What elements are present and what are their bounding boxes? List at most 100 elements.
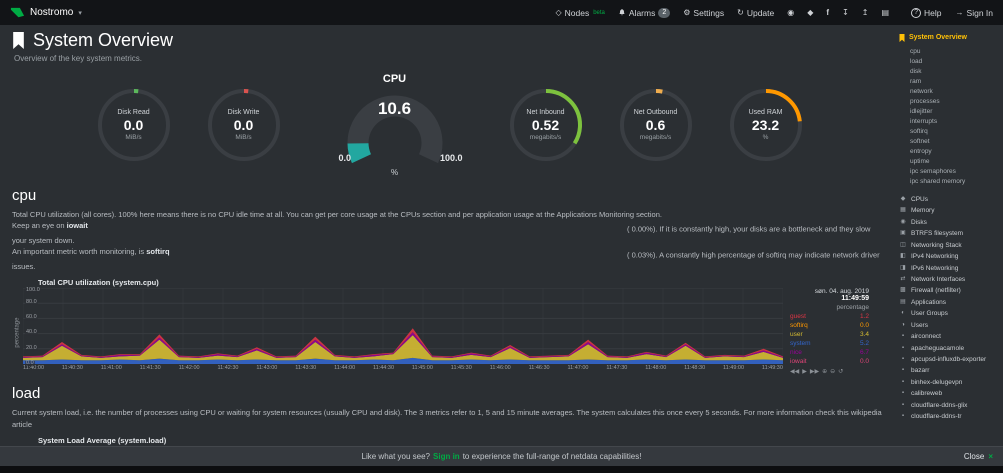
sidebar-item-apcupsd-influxdb-exporter[interactable]: ▪ apcupsd-influxdb-exporter [899,356,1001,364]
sidebar-subitem-load[interactable]: load [910,57,923,65]
gauge-cpu-min: 0.0 [338,153,352,163]
gauge-unit: MiB/s [235,134,252,141]
gauge-disk-write[interactable]: Disk Write 0.0 MiB/s [205,86,283,164]
sidebar-subitem-disk[interactable]: disk [910,67,922,75]
memory-icon: ▦ [900,207,906,214]
node-selector[interactable]: Nostromo ▾ [10,5,82,20]
x-axis-tick: 11:41:30 [139,364,161,371]
sidebar-item-network-interfaces[interactable]: ⇄ Network Interfaces [900,275,966,283]
legend-dimension-nice[interactable]: nice 6.7 [790,349,869,357]
sidebar-item-networking-stack[interactable]: ◫ Networking Stack [900,241,962,249]
sidebar-item-apacheguacamole[interactable]: ▪ apacheguacamole [899,345,1001,353]
sidebar-item-calibreweb[interactable]: ▪ calibreweb [899,390,1001,398]
export-button[interactable]: ↥ [862,8,869,17]
chart-plot-area[interactable]: 100.0 80.0 60.0 40.0 20.0 0.0 11:40:00 11:40:3… [23,287,783,378]
sidebar-item-ipv4-networking[interactable]: ◧ IPv4 Networking [900,253,959,261]
plugin-icon: ▪ [901,344,905,351]
import-button[interactable]: ↧ [842,8,849,17]
sidebar-subitem-idlejitter[interactable]: idlejitter [910,107,933,115]
x-axis-tick: 11:48:00 [645,364,667,371]
facebook-button[interactable]: f [826,8,829,17]
zoom-in-icon[interactable]: ⊕ [822,369,828,376]
legend-dimension-guest[interactable]: guest 1.2 [790,312,869,320]
chart-legend: søn. 04. aug. 2019 11:49:59 percentage g… [783,288,869,378]
gear-icon: ⚙ [683,8,691,17]
sidebar-subitem-network[interactable]: network [910,87,933,95]
sidebar-item-firewall-netfilter[interactable]: ▩ Firewall (netfilter) [900,287,961,295]
sidebar-item-cloudflare-ddns-tr[interactable]: ▪ cloudflare-ddns-tr [899,413,1001,421]
alarms-button[interactable]: Alarms 2 [618,7,671,18]
legend-dimension-iowait[interactable]: iowait 0.0 [790,358,869,366]
iowait-value: ( 0.00%). [627,224,658,234]
section-heading-cpu: cpu [12,187,37,204]
x-axis-tick: 11:42:30 [217,364,239,371]
sidebar-item-ipv6-networking[interactable]: ◨ IPv6 Networking [900,264,959,272]
iowait-term: iowait [66,221,88,231]
reset-zoom-icon[interactable]: ↺ [838,369,844,376]
gauge-title: Net Inbound [526,109,565,116]
sidebar-item-user-groups[interactable]: ◐ User Groups [899,310,1001,318]
sidebar-item-applications[interactable]: ▤ Applications [900,298,947,306]
plugin-icon: ▪ [901,367,905,374]
sidebar-subitem-entropy[interactable]: entropy [910,148,932,156]
page-subtitle: Overview of the key system metrics. [14,54,143,63]
gauge-used-ram[interactable]: Used RAM 23.2% [727,86,805,164]
sidebar-item-memory[interactable]: ▦ Memory [900,207,935,215]
users-icon: ◑ [901,321,905,328]
sidebar-subitem-ipc-semaphores[interactable]: ipc semaphores [910,168,956,176]
sidebar-sections: ◆ CPUs ▦ Memory ◉ Disks ▣ BTRFS filesystem ◫ Netw… [899,194,1001,423]
sidebar-subitem-softirq[interactable]: softirq [910,128,928,135]
y-axis-tick: 20.0 [25,344,38,352]
close-icon: × [988,452,993,461]
sidebar-subitem-softnet[interactable]: softnet [910,138,930,146]
sidebar-item-airconnect[interactable]: ▪ airconnect [899,333,1001,341]
sidebar-item-users[interactable]: ◑ Users [899,322,1001,330]
sidebar-item-binhex-delugevpn[interactable]: ▪ binhex-delugevpn [899,379,1001,387]
update-button[interactable]: ↻ Update [737,7,775,18]
github-icon: ◉ [787,8,795,17]
sidebar-item-cloudflare-ddns-glix[interactable]: ▪ cloudflare-ddns-glix [899,402,1001,410]
gauge-net-inbound[interactable]: Net Inbound 0.52 megabits/s [507,86,585,164]
signin-button[interactable]: → Sign In [955,7,993,18]
sidebar-subitem-ipc-shared-memory[interactable]: ipc shared memory [910,178,966,186]
pan-forward-icon[interactable]: ▶▶ [809,369,820,376]
sidebar-item-disks[interactable]: ◉ Disks [900,218,927,226]
legend-dimension-user[interactable]: user 3.4 [790,330,869,338]
github-button[interactable]: ◉ [787,8,794,17]
twitter-button[interactable]: ◆ [807,8,813,17]
gauge-value: 23.2 [751,117,780,133]
x-axis-tick: 11:40:30 [61,364,83,371]
x-axis-tick: 11:45:30 [450,364,472,371]
sidebar-subitem-uptime[interactable]: uptime [910,158,930,166]
print-button[interactable]: ▤ [881,8,889,17]
btrfs-icon: ▣ [900,230,906,237]
sidebar-item-cpus[interactable]: ◆ CPUs [900,195,928,203]
sidebar-item-system-overview[interactable]: System Overview [899,33,1001,44]
gauge-net-outbound[interactable]: Net Outbound 0.6 megabits/s [617,86,695,164]
sidebar-item-btrfs-filesystem[interactable]: ▣ BTRFS filesystem [900,230,964,238]
legend-dimension-system[interactable]: system 5.2 [790,340,869,348]
play-icon[interactable]: ▶ [802,369,807,376]
nodes-button[interactable]: ◇ Nodes beta [555,7,605,18]
close-banner-button[interactable]: Close × [963,452,993,461]
facebook-icon: f [826,8,830,17]
sidebar-subitem-interrupts[interactable]: interrupts [910,117,938,125]
signin-icon: → [955,8,964,17]
sidebar-item-bazarr[interactable]: ▪ bazarr [899,367,1001,375]
gauge-cpu[interactable]: CPU 10.6 0.0 100.0% [315,73,475,177]
x-axis-tick: 11:49:00 [723,364,745,371]
gauge-title: Disk Read [117,109,150,116]
sidebar-subitem-cpu[interactable]: cpu [910,47,921,55]
wikipedia-link[interactable]: this wikipedia article [12,408,882,429]
plugin-icon: ▪ [901,333,905,340]
sidebar-subitem-processes[interactable]: processes [910,97,940,105]
zoom-out-icon[interactable]: ⊖ [830,369,836,376]
legend-dimension-softirq[interactable]: softirq 0.0 [790,321,869,329]
plugin-icon: ▪ [901,356,905,362]
settings-button[interactable]: ⚙ Settings [683,7,725,18]
pan-backward-icon[interactable]: ◀◀ [790,369,800,376]
help-button[interactable]: ? Help [911,7,942,18]
sidebar-subitem-ram[interactable]: ram [910,77,922,85]
gauge-disk-read[interactable]: Disk Read 0.0 MiB/s [95,86,173,164]
signin-link[interactable]: Sign in [433,452,460,461]
